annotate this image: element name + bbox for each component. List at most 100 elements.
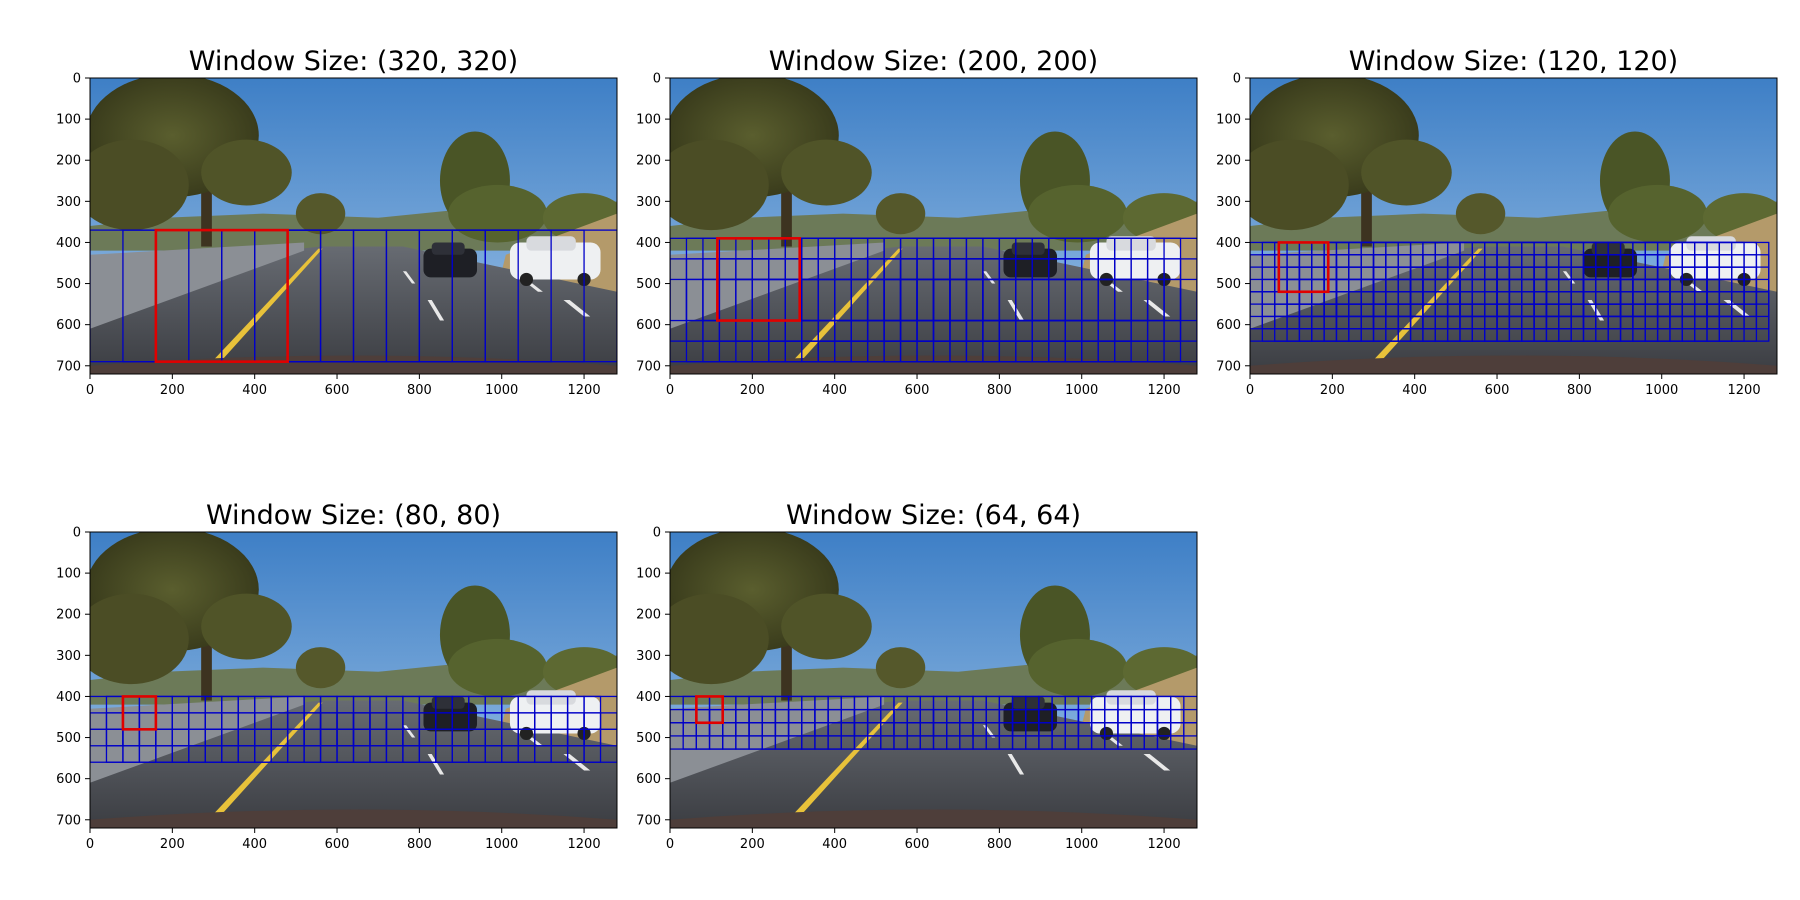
panel-4: Window Size: (80, 80)0 200 400 600 800 1000 12… [56, 500, 618, 852]
panel-1: Window Size: (320, 320)0 200 400 600 800 1000… [56, 46, 618, 398]
x-tick-label: 800 [407, 383, 432, 398]
y-tick-label: 700 [56, 359, 81, 374]
y-tick-label: 300 [636, 195, 661, 210]
highlighted-window [121, 695, 158, 731]
axes-frame [89, 531, 618, 829]
y-tick-label: 700 [1216, 359, 1241, 374]
panel-title: Window Size: (200, 200) [769, 46, 1098, 77]
y-tick-label: 500 [636, 277, 661, 292]
y-tick-label: 300 [56, 195, 81, 210]
y-tick-label: 600 [636, 772, 661, 787]
y-tick-label: 100 [1216, 113, 1241, 128]
y-tick-label: 600 [1216, 318, 1241, 333]
y-tick-label: 200 [56, 154, 81, 169]
search-window-grid [90, 229, 617, 363]
x-tick-label: 400 [242, 383, 267, 398]
x-tick-label: 600 [905, 837, 930, 852]
x-tick-label: 200 [160, 383, 185, 398]
panel-title: Window Size: (64, 64) [786, 500, 1081, 531]
search-window [583, 728, 617, 763]
panel-title: Window Size: (80, 80) [206, 500, 501, 531]
x-tick-label: 1200 [568, 383, 601, 398]
x-tick-label: 200 [1320, 383, 1345, 398]
y-tick-label: 300 [636, 649, 661, 664]
y-tick-label: 100 [636, 113, 661, 128]
x-tick-label: 400 [242, 837, 267, 852]
x-tick-label: 600 [905, 383, 930, 398]
y-tick-label: 600 [56, 318, 81, 333]
x-tick-label: 800 [407, 837, 432, 852]
y-tick-label: 400 [56, 236, 81, 251]
y-tick-label: 400 [636, 236, 661, 251]
y-tick-label: 100 [56, 567, 81, 582]
x-tick-label: 800 [987, 383, 1012, 398]
search-window-grid [1250, 241, 1770, 342]
panel-3: Window Size: (120, 120)0 200 400 600 800 1000… [1216, 46, 1778, 398]
x-tick-label: 0 [86, 383, 94, 398]
x-tick-label: 600 [1485, 383, 1510, 398]
x-tick-label: 600 [325, 383, 350, 398]
y-tick-label: 0 [73, 526, 81, 541]
search-window [484, 229, 617, 363]
x-tick-label: 1200 [568, 837, 601, 852]
search-window-grid [90, 695, 617, 763]
x-tick-label: 800 [987, 837, 1012, 852]
x-tick-label: 0 [86, 837, 94, 852]
y-tick-label: 600 [56, 772, 81, 787]
panel-5: Window Size: (64, 64)0 200 400 600 800 1000 12… [636, 500, 1198, 852]
search-window [1114, 278, 1197, 363]
x-tick-label: 1200 [1148, 383, 1181, 398]
x-tick-label: 400 [1402, 383, 1427, 398]
x-tick-label: 1200 [1728, 383, 1761, 398]
road-scene-image [90, 532, 617, 828]
panel-title: Window Size: (320, 320) [189, 46, 518, 77]
x-tick-label: 800 [1567, 383, 1592, 398]
y-tick-label: 200 [1216, 154, 1241, 169]
y-tick-label: 200 [636, 154, 661, 169]
x-tick-label: 0 [666, 837, 674, 852]
panel-title: Window Size: (120, 120) [1349, 46, 1678, 77]
x-tick-label: 200 [740, 837, 765, 852]
search-window [1718, 291, 1770, 342]
search-window-grid [670, 695, 1197, 750]
y-tick-label: 400 [636, 690, 661, 705]
x-tick-label: 1000 [485, 837, 518, 852]
highlighted-window [695, 695, 724, 725]
y-tick-label: 400 [1216, 236, 1241, 251]
panel-2: Window Size: (200, 200)0 200 400 600 800 1000… [636, 46, 1198, 398]
y-tick-label: 0 [73, 72, 81, 87]
y-tick-label: 200 [56, 608, 81, 623]
y-tick-label: 500 [1216, 277, 1241, 292]
y-tick-label: 0 [653, 72, 661, 87]
y-tick-label: 100 [636, 567, 661, 582]
axes-frame [669, 77, 1198, 375]
highlighted-window [716, 237, 801, 322]
y-tick-label: 200 [636, 608, 661, 623]
y-tick-label: 700 [636, 813, 661, 828]
y-tick-label: 0 [1233, 72, 1241, 87]
x-tick-label: 200 [740, 383, 765, 398]
y-tick-label: 500 [56, 277, 81, 292]
search-window [1170, 722, 1197, 750]
x-tick-label: 400 [822, 383, 847, 398]
y-tick-label: 700 [636, 359, 661, 374]
y-tick-label: 300 [1216, 195, 1241, 210]
x-tick-label: 0 [666, 383, 674, 398]
highlighted-window [154, 228, 289, 363]
x-tick-label: 200 [160, 837, 185, 852]
x-tick-label: 1000 [1645, 383, 1678, 398]
x-tick-label: 400 [822, 837, 847, 852]
y-tick-label: 0 [653, 526, 661, 541]
y-tick-label: 500 [636, 731, 661, 746]
x-tick-label: 0 [1246, 383, 1254, 398]
y-tick-label: 400 [56, 690, 81, 705]
y-tick-label: 600 [636, 318, 661, 333]
y-tick-label: 700 [56, 813, 81, 828]
y-tick-label: 100 [56, 113, 81, 128]
x-tick-label: 1000 [1065, 383, 1098, 398]
y-tick-label: 500 [56, 731, 81, 746]
x-tick-label: 1000 [1065, 837, 1098, 852]
axes-frame [89, 77, 618, 375]
axes-frame [669, 531, 1198, 829]
